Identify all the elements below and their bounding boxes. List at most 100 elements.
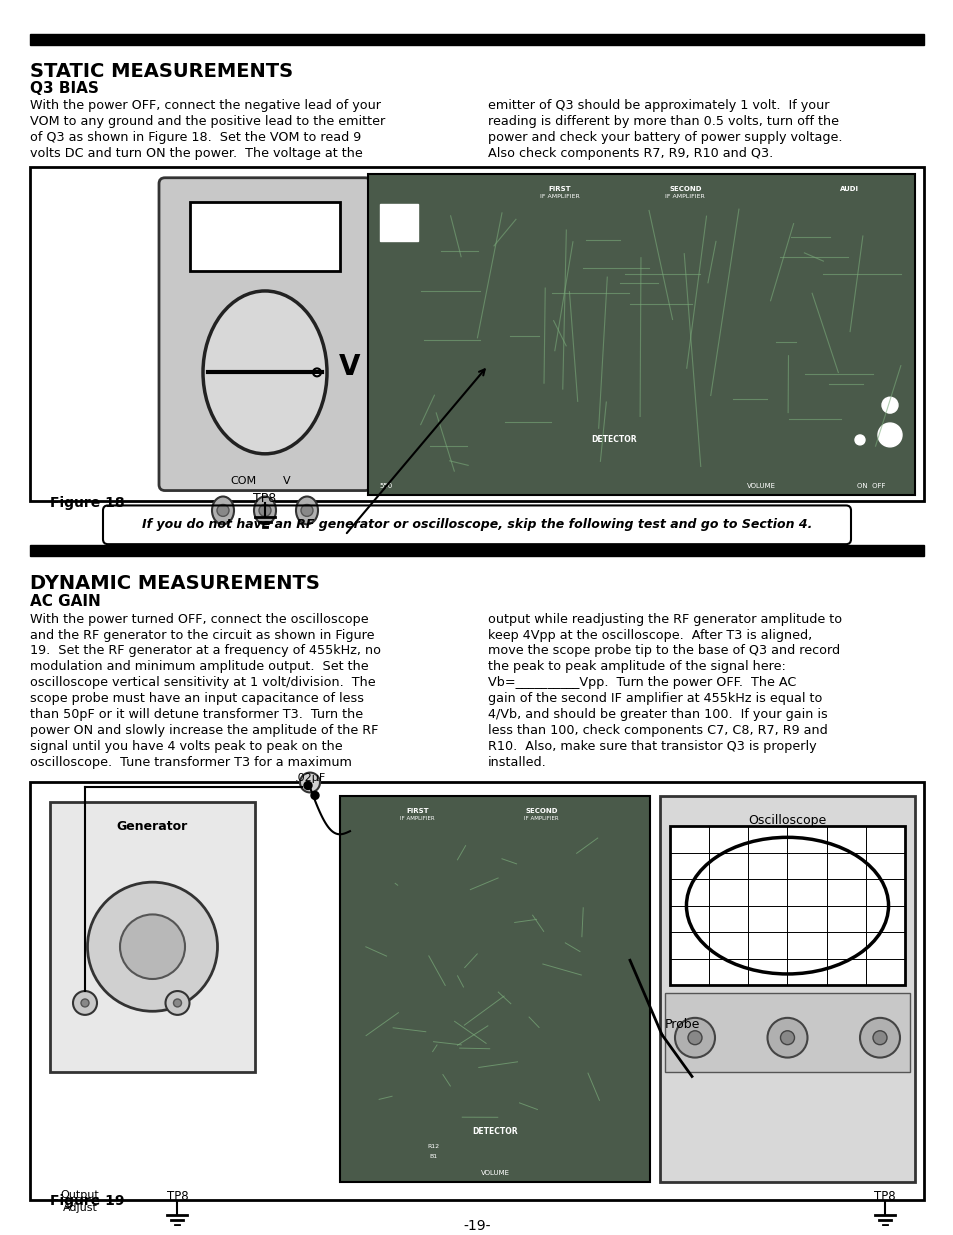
Text: TP8: TP8 <box>253 492 276 505</box>
Text: Figure 18: Figure 18 <box>50 495 125 510</box>
Text: Figure 19: Figure 19 <box>50 1193 125 1208</box>
Text: VOM to any ground and the positive lead to the emitter: VOM to any ground and the positive lead … <box>30 115 385 128</box>
Text: .02μF: .02μF <box>294 773 326 783</box>
Text: B1: B1 <box>429 1153 436 1158</box>
Text: oscilloscope vertical sensitivity at 1 volt/division.  The: oscilloscope vertical sensitivity at 1 v… <box>30 677 375 689</box>
Circle shape <box>165 990 190 1015</box>
Bar <box>30 545 923 556</box>
Circle shape <box>675 1018 714 1057</box>
Text: Probe: Probe <box>664 1019 700 1031</box>
Text: gain of the second IF amplifier at 455kHz is equal to: gain of the second IF amplifier at 455kH… <box>488 692 821 705</box>
Ellipse shape <box>212 496 233 525</box>
Text: R10.  Also, make sure that transistor Q3 is properly: R10. Also, make sure that transistor Q3 … <box>488 740 816 753</box>
Text: FIRST: FIRST <box>548 185 570 191</box>
Text: With the power OFF, connect the negative lead of your: With the power OFF, connect the negative… <box>30 99 380 112</box>
Text: IF AMPLIFIER: IF AMPLIFIER <box>539 194 578 199</box>
Text: the peak to peak amplitude of the signal here:: the peak to peak amplitude of the signal… <box>488 661 785 673</box>
Circle shape <box>854 435 864 445</box>
Text: signal until you have 4 volts peak to peak on the: signal until you have 4 volts peak to pe… <box>30 740 342 753</box>
Bar <box>30 782 923 1199</box>
Bar <box>50 803 254 1072</box>
Circle shape <box>877 424 901 447</box>
Text: FIRST: FIRST <box>406 809 428 814</box>
Bar <box>368 174 914 494</box>
Bar <box>30 33 923 44</box>
Text: 4/Vb, and should be greater than 100.  If your gain is: 4/Vb, and should be greater than 100. If… <box>488 708 827 721</box>
Text: STATIC MEASUREMENTS: STATIC MEASUREMENTS <box>30 62 293 80</box>
Circle shape <box>81 999 89 1007</box>
Text: SECOND: SECOND <box>668 185 700 191</box>
Bar <box>190 201 339 272</box>
Text: IF AMPLIFIER: IF AMPLIFIER <box>664 194 704 199</box>
Circle shape <box>88 882 217 1011</box>
Text: output while readjusting the RF generator amplitude to: output while readjusting the RF generato… <box>488 613 841 626</box>
Text: Generator: Generator <box>117 820 188 834</box>
Circle shape <box>313 368 320 377</box>
Text: R12: R12 <box>427 1144 438 1149</box>
Text: 550: 550 <box>379 483 393 489</box>
Text: VOLUME: VOLUME <box>746 483 776 489</box>
Circle shape <box>859 1018 899 1057</box>
Circle shape <box>304 782 312 789</box>
Text: V: V <box>283 475 291 485</box>
Text: modulation and minimum amplitude output.  Set the: modulation and minimum amplitude output.… <box>30 661 368 673</box>
Text: and the RF generator to the circuit as shown in Figure: and the RF generator to the circuit as s… <box>30 629 375 642</box>
Bar <box>339 797 649 1182</box>
Text: DYNAMIC MEASUREMENTS: DYNAMIC MEASUREMENTS <box>30 574 319 593</box>
Text: Adjust: Adjust <box>63 1203 97 1213</box>
Text: power and check your battery of power supply voltage.: power and check your battery of power su… <box>488 131 841 144</box>
Circle shape <box>73 990 97 1015</box>
Text: With the power turned OFF, connect the oscilloscope: With the power turned OFF, connect the o… <box>30 613 368 626</box>
Text: emitter of Q3 should be approximately 1 volt.  If your: emitter of Q3 should be approximately 1 … <box>488 99 828 112</box>
Text: Q3 BIAS: Q3 BIAS <box>30 82 99 96</box>
Circle shape <box>120 914 185 979</box>
Text: -19-: -19- <box>463 1219 490 1234</box>
Circle shape <box>299 773 319 793</box>
Text: Vb=__________Vpp.  Turn the power OFF.  The AC: Vb=__________Vpp. Turn the power OFF. Th… <box>488 677 796 689</box>
Text: installed.: installed. <box>488 756 546 768</box>
Ellipse shape <box>203 291 327 453</box>
Text: reading is different by more than 0.5 volts, turn off the: reading is different by more than 0.5 vo… <box>488 115 838 128</box>
Circle shape <box>687 1031 701 1045</box>
Text: VOLUME: VOLUME <box>480 1170 509 1176</box>
Text: oscilloscope.  Tune transformer T3 for a maximum: oscilloscope. Tune transformer T3 for a … <box>30 756 352 768</box>
Bar <box>659 797 914 1182</box>
Text: Oscilloscope: Oscilloscope <box>747 814 825 827</box>
Text: If you do not have an RF generator or oscilloscope, skip the following test and : If you do not have an RF generator or os… <box>142 519 811 531</box>
Bar <box>664 993 909 1072</box>
Ellipse shape <box>253 496 275 525</box>
Bar <box>30 167 923 501</box>
Text: AUDI: AUDI <box>839 185 858 191</box>
Text: DETECTOR: DETECTOR <box>591 435 637 443</box>
Text: scope probe must have an input capacitance of less: scope probe must have an input capacitan… <box>30 692 364 705</box>
Text: move the scope probe tip to the base of Q3 and record: move the scope probe tip to the base of … <box>488 645 840 657</box>
Circle shape <box>216 504 229 516</box>
Text: Output: Output <box>61 1189 99 1199</box>
Text: V: V <box>338 353 360 382</box>
Text: AC GAIN: AC GAIN <box>30 594 101 609</box>
Text: volts DC and turn ON the power.  The voltage at the: volts DC and turn ON the power. The volt… <box>30 147 362 161</box>
Text: SECOND: SECOND <box>525 809 558 814</box>
Circle shape <box>301 504 313 516</box>
Circle shape <box>882 398 897 412</box>
Text: than 50pF or it will detune transformer T3.  Turn the: than 50pF or it will detune transformer … <box>30 708 363 721</box>
Text: less than 100, check components C7, C8, R7, R9 and: less than 100, check components C7, C8, … <box>488 724 827 737</box>
Text: IF AMPLIFIER: IF AMPLIFIER <box>399 816 435 821</box>
Circle shape <box>311 792 318 799</box>
Bar <box>379 204 417 241</box>
Ellipse shape <box>295 496 317 525</box>
Text: of Q3 as shown in Figure 18.  Set the VOM to read 9: of Q3 as shown in Figure 18. Set the VOM… <box>30 131 361 144</box>
Circle shape <box>780 1031 794 1045</box>
Text: DETECTOR: DETECTOR <box>472 1128 517 1136</box>
Circle shape <box>173 999 181 1007</box>
Text: TP8: TP8 <box>167 1189 188 1203</box>
Circle shape <box>767 1018 806 1057</box>
Text: power ON and slowly increase the amplitude of the RF: power ON and slowly increase the amplitu… <box>30 724 378 737</box>
Circle shape <box>872 1031 886 1045</box>
Text: keep 4Vpp at the oscilloscope.  After T3 is aligned,: keep 4Vpp at the oscilloscope. After T3 … <box>488 629 811 642</box>
Text: COM: COM <box>230 475 255 485</box>
Text: TP8: TP8 <box>873 1189 895 1203</box>
Text: IF AMPLIFIER: IF AMPLIFIER <box>523 816 558 821</box>
Bar <box>669 826 904 986</box>
Circle shape <box>258 504 271 516</box>
